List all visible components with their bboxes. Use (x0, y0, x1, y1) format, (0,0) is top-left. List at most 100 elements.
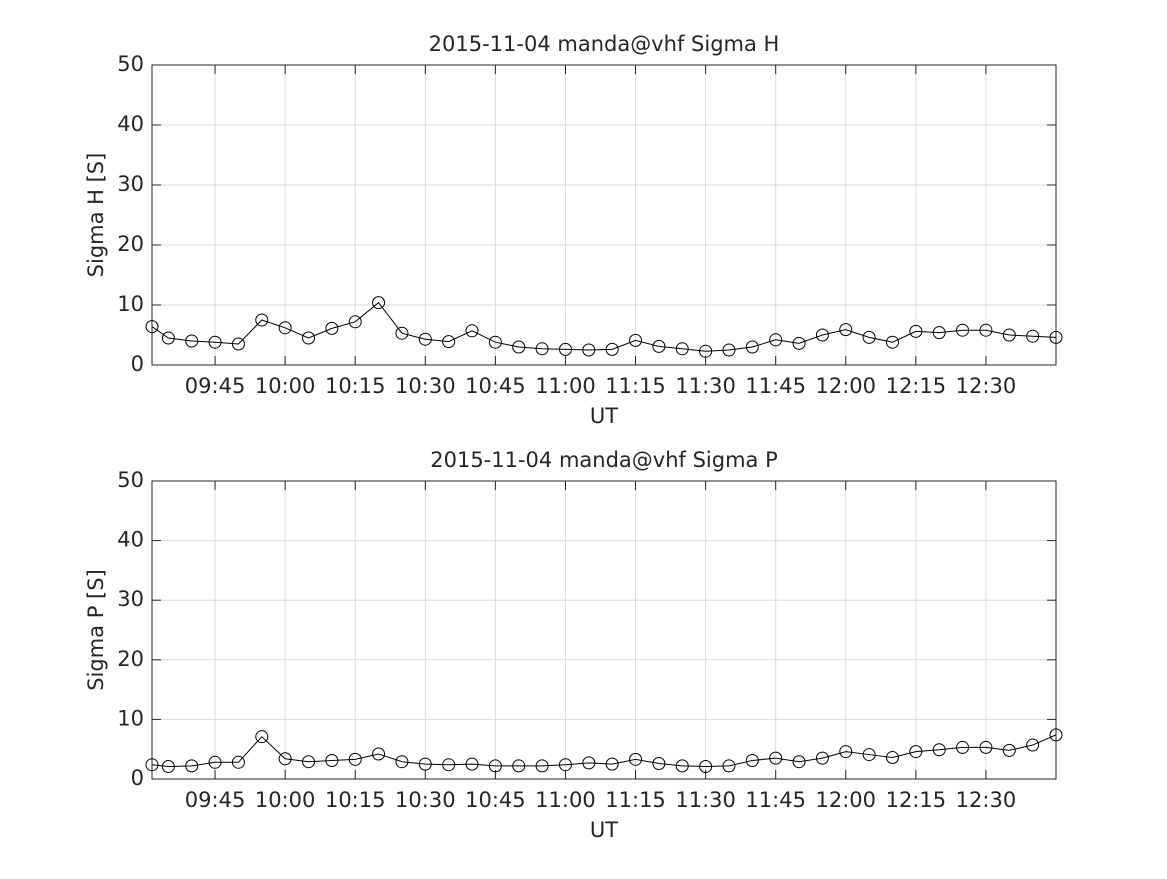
x-tick-label: 10:00 (255, 788, 316, 812)
data-point (652, 339, 666, 353)
data-point (699, 344, 713, 358)
data-point (255, 313, 269, 327)
y-axis-label: Sigma H [S] (84, 153, 108, 278)
x-tick-label: 12:15 (886, 788, 947, 812)
data-point (302, 331, 316, 345)
x-tick-label: 10:30 (395, 374, 456, 398)
data-point (956, 323, 970, 337)
x-tick-label: 10:00 (255, 374, 316, 398)
data-point (839, 323, 853, 337)
data-point (932, 326, 946, 340)
data-point (862, 330, 876, 344)
chart-title: 2015-11-04 manda@vhf Sigma H (429, 32, 780, 56)
y-axis-label: Sigma P [S] (84, 569, 108, 691)
data-point (348, 315, 362, 329)
data-point (792, 336, 806, 350)
data-point (1049, 728, 1063, 742)
data-point (1026, 738, 1040, 752)
data-point (465, 324, 479, 338)
data-point (1049, 330, 1063, 344)
data-point (278, 752, 292, 766)
y-tick-label: 40 (117, 112, 144, 136)
data-point (652, 757, 666, 771)
data-point (605, 757, 619, 771)
data-point (582, 343, 596, 357)
chart-title: 2015-11-04 manda@vhf Sigma P (430, 448, 778, 472)
data-point (395, 326, 409, 340)
data-point (418, 757, 432, 771)
x-tick-label: 10:15 (325, 374, 386, 398)
data-point (956, 740, 970, 754)
x-tick-label: 10:45 (465, 374, 526, 398)
x-tick-label: 11:30 (675, 374, 736, 398)
x-tick-label: 12:00 (816, 374, 877, 398)
x-tick-label: 12:30 (956, 374, 1017, 398)
x-tick-label: 12:15 (886, 374, 947, 398)
data-point (979, 740, 993, 754)
x-tick-label: 11:15 (605, 788, 666, 812)
data-point (629, 752, 643, 766)
data-point (418, 332, 432, 346)
data-point (488, 759, 502, 773)
data-point (161, 759, 175, 773)
data-point (535, 342, 549, 356)
data-point (909, 324, 923, 338)
y-tick-label: 30 (117, 172, 144, 196)
data-point (885, 335, 899, 349)
x-tick-label: 10:15 (325, 788, 386, 812)
y-tick-label: 40 (117, 528, 144, 552)
x-tick-label: 10:30 (395, 788, 456, 812)
y-tick-label: 20 (117, 232, 144, 256)
x-tick-label: 12:30 (956, 788, 1017, 812)
y-tick-label: 10 (117, 292, 144, 316)
data-point (1002, 743, 1016, 757)
data-point (582, 756, 596, 770)
data-line (151, 734, 1057, 767)
data-point (675, 342, 689, 356)
x-tick-label: 11:30 (675, 788, 736, 812)
data-point (535, 759, 549, 773)
data-point (909, 745, 923, 759)
data-point (769, 751, 783, 765)
data-point (208, 755, 222, 769)
data-point (558, 758, 572, 772)
data-point (629, 333, 643, 347)
y-tick-label: 50 (117, 52, 144, 76)
data-point (302, 755, 316, 769)
data-point (605, 342, 619, 356)
x-tick-label: 12:00 (816, 788, 877, 812)
data-point (488, 335, 502, 349)
y-tick-label: 0 (131, 766, 144, 790)
data-point (442, 758, 456, 772)
subplot: 0 10 20 30 40 50 09:45 10:00 10:15 10:30 10:45 11:0… (84, 448, 1063, 842)
x-tick-label: 11:45 (745, 788, 806, 812)
data-point (792, 755, 806, 769)
data-point (208, 335, 222, 349)
x-tick-label: 11:15 (605, 374, 666, 398)
data-point (815, 751, 829, 765)
data-point (1026, 329, 1040, 343)
data-point (231, 755, 245, 769)
data-point (348, 752, 362, 766)
data-point (145, 320, 159, 334)
data-point (442, 335, 456, 349)
data-point (675, 759, 689, 773)
data-point (161, 331, 175, 345)
data-point (815, 328, 829, 342)
data-point (185, 759, 199, 773)
data-point (722, 343, 736, 357)
data-point (372, 747, 386, 761)
x-tick-label: 09:45 (185, 788, 246, 812)
y-tick-label: 20 (117, 647, 144, 671)
data-point (932, 743, 946, 757)
data-point (722, 759, 736, 773)
data-point (145, 758, 159, 772)
data-point (839, 745, 853, 759)
y-tick-label: 0 (131, 352, 144, 376)
data-point (465, 757, 479, 771)
data-point (558, 342, 572, 356)
data-point (1002, 328, 1016, 342)
x-tick-label: 11:00 (535, 374, 596, 398)
data-point (699, 759, 713, 773)
